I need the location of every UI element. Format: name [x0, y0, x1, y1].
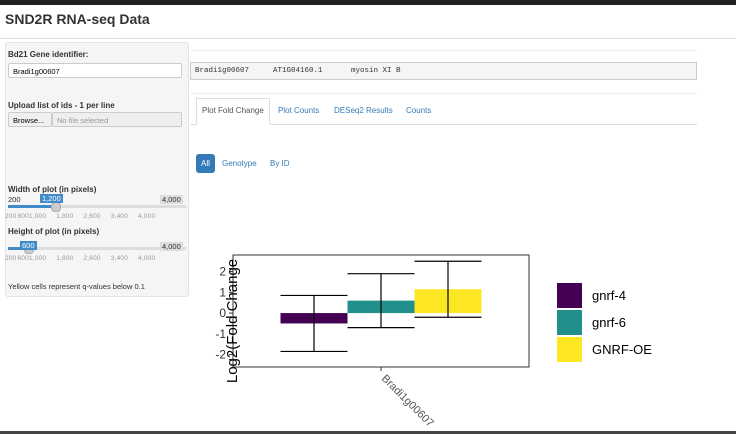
tick-label: 2,600 [83, 255, 101, 262]
legend-key [557, 310, 582, 335]
legend-label: GNRF-OE [592, 342, 652, 357]
pill[interactable]: Genotype [222, 159, 257, 168]
note: Yellow cells represent q-values below 0.… [8, 282, 145, 291]
y-axis-label: Log2(Fold Change [224, 259, 241, 383]
tab[interactable]: Plot Fold Change [202, 106, 264, 115]
tab[interactable]: Plot Counts [278, 106, 320, 115]
y-tick-label: 0 [219, 306, 226, 320]
tick-label: 2,600 [83, 213, 101, 220]
slider-handle[interactable] [51, 202, 61, 212]
tick-label: 600 [17, 213, 29, 220]
x-tick-label: Bradi1g00607 [379, 373, 436, 430]
app-title: SND2R RNA-seq Data [5, 11, 150, 27]
slider-max: 4,000 [160, 195, 183, 204]
tick-label: 200 [5, 213, 17, 220]
tab-line [190, 124, 697, 125]
tick-label: 200 [5, 255, 17, 262]
gene-label: Bd21 Gene identifier: [8, 50, 89, 59]
slider-value: 600 [20, 241, 37, 250]
sidebar [5, 42, 189, 297]
tab-active [196, 98, 270, 125]
tab[interactable]: Counts [406, 106, 432, 115]
y-tick-label: 1 [219, 285, 226, 299]
tick-label: 1,800 [56, 255, 74, 262]
tick-label: 3,400 [110, 213, 129, 220]
y-tick-label: -1 [215, 327, 226, 341]
tick-label: 600 [17, 255, 29, 262]
divider [190, 50, 697, 51]
tab[interactable]: DESeq2 Results [334, 106, 393, 115]
browse-button[interactable]: Browse... [8, 112, 52, 127]
y-tick-label: -2 [215, 348, 226, 362]
legend-key [557, 283, 582, 308]
gene-input[interactable]: Bradi1g00607 [8, 63, 182, 78]
height-label: Height of plot (in pixels) [8, 227, 100, 236]
slider-max: 4,000 [160, 242, 183, 251]
upload-label: Upload list of ids - 1 per line [8, 101, 115, 110]
tick-label: 4,000 [138, 213, 156, 220]
slider-bar [8, 205, 55, 208]
info-ortholog: AT1G04160.1 [273, 67, 323, 75]
slider-ticks: 2006001,000 1,800 2,600 3,400 4,000 [5, 213, 165, 220]
slider-track [8, 247, 186, 250]
file-field: No file selected [52, 112, 182, 127]
slider-value: 1,200 [40, 194, 63, 203]
pill[interactable]: All [196, 154, 215, 173]
tick-label: 1,000 [28, 213, 47, 220]
width-label: Width of plot (in pixels) [8, 185, 97, 194]
divider [0, 38, 736, 39]
slider-ticks: 2006001,000 1,800 2,600 3,400 4,000 [5, 255, 165, 262]
legend-key [557, 337, 582, 362]
info-box: Bradi1g00607 AT1G04160.1 myosin XI B [190, 62, 697, 80]
slider-bar [8, 247, 28, 250]
divider [190, 93, 697, 94]
info-description: myosin XI B [351, 67, 401, 75]
tick-label: 4,000 [138, 255, 156, 262]
legend-label: gnrf-6 [592, 315, 626, 330]
legend-label: gnrf-4 [592, 288, 626, 303]
tick-label: 3,400 [110, 255, 129, 262]
slider-track [8, 205, 186, 208]
tick-label: 1,000 [28, 255, 47, 262]
y-tick-label: 2 [219, 265, 226, 279]
pill[interactable]: By ID [270, 159, 290, 168]
info-gene: Bradi1g00607 [195, 67, 250, 75]
slider-min: 200 [8, 195, 21, 204]
tick-label: 1,800 [56, 213, 74, 220]
